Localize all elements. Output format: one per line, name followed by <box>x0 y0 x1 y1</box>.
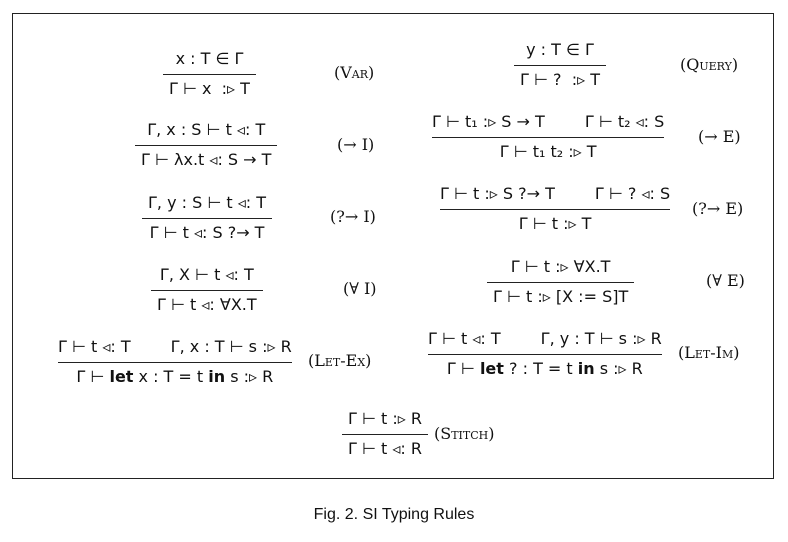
inference-line <box>142 218 273 219</box>
rule-premise: Γ, x : S ⊢ t ◃: T <box>147 120 266 139</box>
rule-forall-elim: Γ ⊢ t :▹ ∀X.T Γ ⊢ t :▹ [X := S]T <box>487 257 635 306</box>
rule-conclusion: Γ ⊢ ? :▹ T <box>520 70 600 89</box>
keyword-let: let <box>479 359 504 378</box>
conclusion-text: x : T = t <box>133 367 209 386</box>
rule-label-let-explicit: (Let-Ex) <box>308 351 372 370</box>
rule-arrow-elim: Γ ⊢ t₁ :▹ S → T Γ ⊢ t₂ ◃: S Γ ⊢ t₁ t₂ :▹… <box>432 113 665 161</box>
rules-frame <box>12 13 774 479</box>
inference-line <box>487 282 635 283</box>
rule-premise: Γ, y : S ⊢ t ◃: T <box>148 193 267 212</box>
conclusion-text: s :▹ R <box>594 359 643 378</box>
rule-premise: Γ ⊢ t ◃: T <box>58 337 131 356</box>
rule-var: x : T ∈ Γ Γ ⊢ x :▹ T <box>163 50 256 98</box>
rule-label-stitch: (Stitch) <box>434 424 495 443</box>
conclusion-text: Γ ⊢ <box>446 359 480 378</box>
rule-premise: Γ ⊢ t₂ ◃: S <box>584 112 665 131</box>
rule-label-forall-intro: (∀ I) <box>343 279 377 298</box>
rule-premises: Γ ⊢ t ◃: T Γ, x : T ⊢ s :▹ R <box>58 338 292 356</box>
rule-label-implicit-arrow-intro: (?→ I) <box>330 207 376 226</box>
inference-line <box>440 209 671 210</box>
rule-conclusion: Γ ⊢ let x : T = t in s :▹ R <box>70 368 279 386</box>
inference-line <box>163 74 256 75</box>
rule-implicit-arrow-intro: Γ, y : S ⊢ t ◃: T Γ ⊢ t ◃: S ?→ T <box>142 193 273 242</box>
conclusion-text: ? : T = t <box>503 359 578 378</box>
rule-premise: Γ ⊢ t :▹ ∀X.T <box>510 257 611 276</box>
rule-premise: Γ ⊢ t :▹ R <box>348 409 423 428</box>
rule-label-var: (Var) <box>334 63 375 82</box>
rule-forall-intro: Γ, X ⊢ t ◃: T Γ ⊢ t ◃: ∀X.T <box>151 266 263 314</box>
rule-arrow-intro: Γ, x : S ⊢ t ◃: T Γ ⊢ λx.t ◃: S → T <box>135 120 278 169</box>
rule-conclusion: Γ ⊢ x :▹ T <box>169 79 250 98</box>
rule-conclusion: Γ ⊢ t ◃: S ?→ T <box>149 223 265 242</box>
rule-premise: Γ, X ⊢ t ◃: T <box>159 265 254 284</box>
rule-premise: y : T ∈ Γ <box>526 40 594 59</box>
inference-line <box>342 434 429 435</box>
inference-line <box>151 290 263 291</box>
rule-premises: Γ ⊢ t ◃: T Γ, y : T ⊢ s :▹ R <box>428 330 662 348</box>
rule-let-implicit: Γ ⊢ t ◃: T Γ, y : T ⊢ s :▹ R Γ ⊢ let ? :… <box>428 330 662 378</box>
figure-caption: Fig. 2. SI Typing Rules <box>313 506 475 523</box>
rule-conclusion: Γ ⊢ let ? : T = t in s :▹ R <box>441 360 649 378</box>
rule-conclusion: Γ ⊢ λx.t ◃: S → T <box>141 150 272 169</box>
rule-label-query: (Query) <box>680 55 739 74</box>
rule-premise: Γ ⊢ t :▹ S ?→ T <box>440 184 555 203</box>
keyword-in: in <box>208 367 226 386</box>
rule-implicit-arrow-elim: Γ ⊢ t :▹ S ?→ T Γ ⊢ ? ◃: S Γ ⊢ t :▹ T <box>440 185 671 233</box>
rule-let-explicit: Γ ⊢ t ◃: T Γ, x : T ⊢ s :▹ R Γ ⊢ let x :… <box>58 338 292 386</box>
rule-label-arrow-intro: (→ I) <box>337 135 375 154</box>
rule-label-arrow-elim: (→ E) <box>698 127 741 146</box>
inference-line <box>428 354 662 355</box>
conclusion-text: s :▹ R <box>225 367 274 386</box>
rule-conclusion: Γ ⊢ t :▹ [X := S]T <box>493 287 629 306</box>
rule-premise: x : T ∈ Γ <box>175 49 244 68</box>
inference-line <box>135 145 278 146</box>
keyword-let: let <box>109 367 134 386</box>
rule-premise: Γ, y : T ⊢ s :▹ R <box>540 329 662 348</box>
rule-conclusion: Γ ⊢ t₁ t₂ :▹ T <box>499 142 597 161</box>
rule-premise: Γ ⊢ ? ◃: S <box>594 184 671 203</box>
rule-query: y : T ∈ Γ Γ ⊢ ? :▹ T <box>514 41 606 89</box>
inference-line <box>514 65 606 66</box>
rule-conclusion: Γ ⊢ t ◃: R <box>348 439 423 458</box>
rule-premises: Γ ⊢ t₁ :▹ S → T Γ ⊢ t₂ ◃: S <box>432 113 664 131</box>
rule-label-implicit-arrow-elim: (?→ E) <box>692 199 744 218</box>
inference-line <box>58 362 292 363</box>
inference-line <box>432 137 665 138</box>
rule-label-forall-elim: (∀ E) <box>706 271 745 290</box>
rule-conclusion: Γ ⊢ t :▹ T <box>518 214 592 233</box>
rule-premise: Γ ⊢ t₁ :▹ S → T <box>432 112 545 131</box>
conclusion-text: Γ ⊢ <box>76 367 110 386</box>
rule-premise: Γ ⊢ t ◃: T <box>428 329 501 348</box>
rule-conclusion: Γ ⊢ t ◃: ∀X.T <box>157 295 257 314</box>
rule-stitch: Γ ⊢ t :▹ R Γ ⊢ t ◃: R <box>342 409 429 458</box>
rule-premises: Γ ⊢ t :▹ S ?→ T Γ ⊢ ? ◃: S <box>440 185 670 203</box>
rule-label-let-implicit: (Let-Im) <box>678 343 740 362</box>
rule-premise: Γ, x : T ⊢ s :▹ R <box>170 337 292 356</box>
keyword-in: in <box>577 359 595 378</box>
